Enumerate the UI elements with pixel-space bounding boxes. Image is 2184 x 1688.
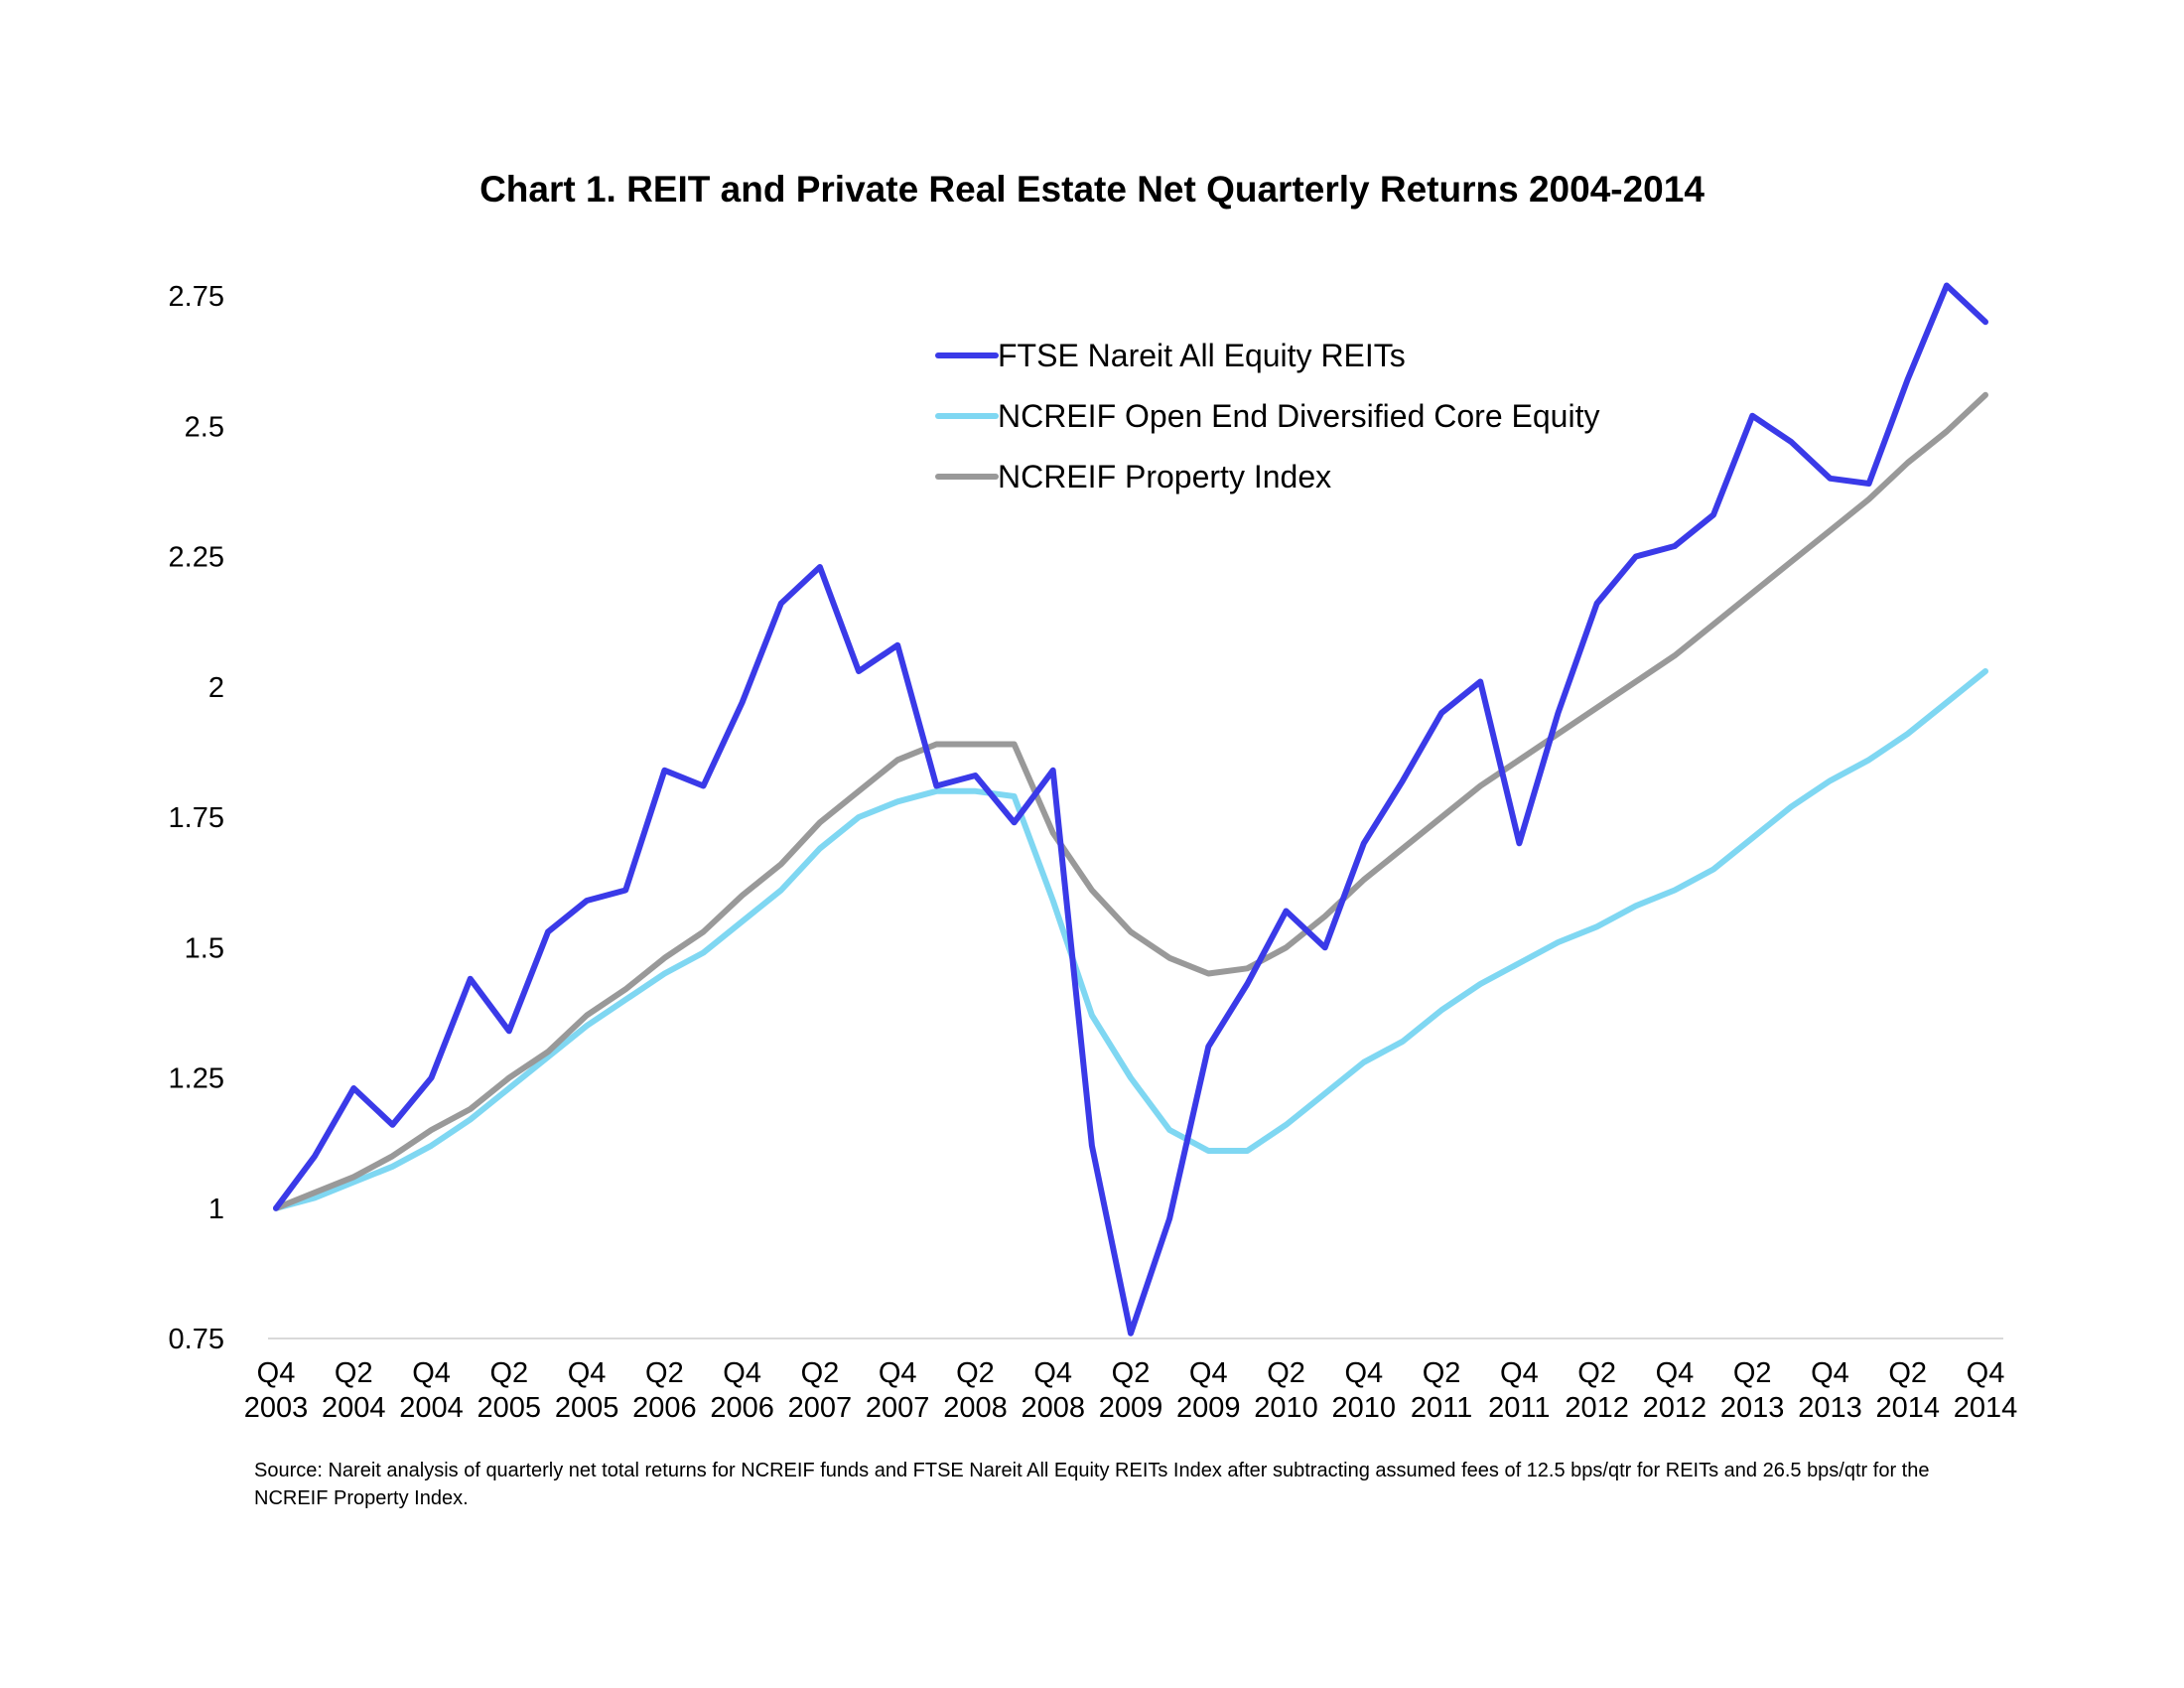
y-tick-label: 2.25 — [169, 542, 224, 574]
x-tick-label: Q2 2006 — [632, 1357, 697, 1424]
x-tick-label: Q2 2009 — [1099, 1357, 1163, 1424]
x-tick-label: Q2 2007 — [788, 1357, 853, 1424]
x-tick-label: Q4 2010 — [1332, 1357, 1397, 1424]
y-tick-label: 1.75 — [169, 802, 224, 834]
y-tick-label: 1.25 — [169, 1063, 224, 1095]
chart-title: Chart 1. REIT and Private Real Estate Ne… — [479, 169, 1705, 210]
y-axis-tick-labels: 0.75 1 1.25 1.5 1.75 2 2.25 2.5 2.75 — [169, 281, 224, 1355]
x-tick-label: Q4 2004 — [399, 1357, 464, 1424]
y-tick-label: 2.75 — [169, 281, 224, 313]
series-line-0 — [273, 282, 1988, 1336]
x-tick-label: Q4 2006 — [710, 1357, 774, 1424]
x-tick-label: Q4 2013 — [1798, 1357, 1862, 1424]
legend-label: NCREIF Open End Diversified Core Equity — [998, 398, 1599, 434]
x-tick-label: Q4 2011 — [1488, 1357, 1550, 1424]
x-tick-label: Q4 2014 — [1954, 1357, 2018, 1424]
x-tick-label: Q2 2004 — [322, 1357, 386, 1424]
x-tick-label: Q2 2013 — [1720, 1357, 1785, 1424]
y-tick-label: 0.75 — [169, 1324, 224, 1355]
y-tick-label: 1.5 — [185, 932, 224, 964]
series-line-1 — [273, 668, 1988, 1211]
legend-label: NCREIF Property Index — [998, 459, 1331, 494]
y-tick-label: 2.5 — [185, 411, 224, 443]
x-tick-label: Q2 2005 — [478, 1357, 542, 1424]
x-tick-label: Q4 2007 — [866, 1357, 930, 1424]
x-tick-label: Q2 2008 — [943, 1357, 1008, 1424]
legend-label: FTSE Nareit All Equity REITs — [998, 338, 1406, 373]
x-tick-label: Q4 2005 — [555, 1357, 619, 1424]
x-tick-label: Q4 2003 — [244, 1357, 309, 1424]
x-tick-label: Q2 2010 — [1254, 1357, 1318, 1424]
y-tick-label: 1 — [208, 1194, 224, 1225]
x-tick-label: Q2 2014 — [1875, 1357, 1940, 1424]
x-tick-label: Q4 2012 — [1643, 1357, 1707, 1424]
x-tick-label: Q2 2011 — [1411, 1357, 1472, 1424]
x-tick-label: Q4 2009 — [1176, 1357, 1241, 1424]
x-tick-label: Q2 2012 — [1565, 1357, 1629, 1424]
y-tick-label: 2 — [208, 672, 224, 704]
series-lines — [273, 282, 1988, 1336]
source-note: Source: Nareit analysis of quarterly net… — [254, 1460, 1930, 1509]
x-tick-label: Q4 2008 — [1021, 1357, 1085, 1424]
series-line-2 — [273, 391, 1988, 1211]
legend: FTSE Nareit All Equity REITs NCREIF Open … — [935, 338, 1599, 494]
